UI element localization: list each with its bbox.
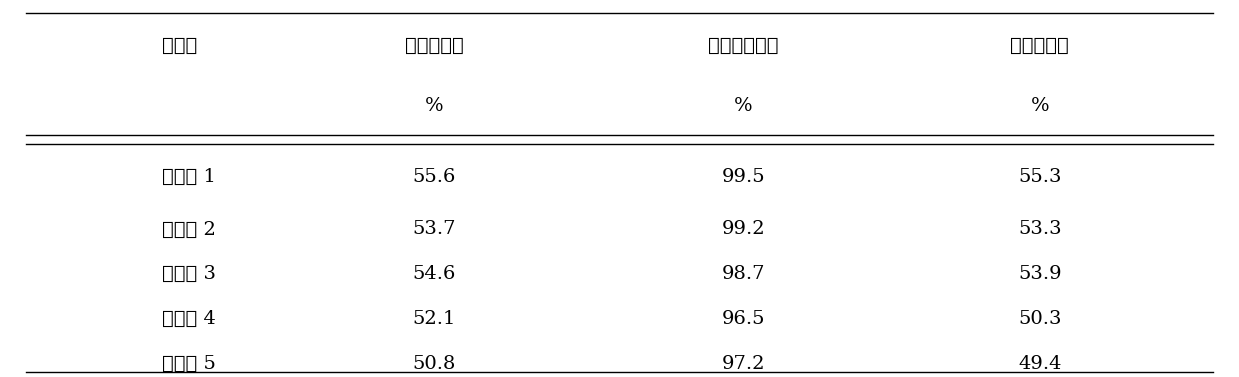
Text: 96.5: 96.5 bbox=[721, 310, 764, 328]
Text: 50.8: 50.8 bbox=[413, 355, 456, 373]
Text: 52.1: 52.1 bbox=[413, 310, 456, 328]
Text: 催化剂 4: 催化剂 4 bbox=[162, 310, 216, 328]
Text: 催化剂 1: 催化剂 1 bbox=[162, 168, 216, 186]
Text: 催化剂 2: 催化剂 2 bbox=[162, 221, 216, 239]
Text: 催化剂 3: 催化剂 3 bbox=[162, 265, 216, 284]
Text: 53.7: 53.7 bbox=[413, 221, 456, 239]
Text: 55.6: 55.6 bbox=[413, 168, 456, 186]
Text: 99.2: 99.2 bbox=[721, 221, 764, 239]
Text: 催化剂 5: 催化剂 5 bbox=[162, 355, 216, 373]
Text: 53.9: 53.9 bbox=[1018, 265, 1062, 284]
Text: 55.3: 55.3 bbox=[1018, 168, 1062, 186]
Text: 49.4: 49.4 bbox=[1018, 355, 1062, 373]
Text: 催化剂: 催化剂 bbox=[162, 37, 197, 55]
Text: %: % bbox=[733, 97, 752, 115]
Text: 53.3: 53.3 bbox=[1018, 221, 1062, 239]
Text: %: % bbox=[425, 97, 444, 115]
Text: 97.2: 97.2 bbox=[721, 355, 764, 373]
Text: 酯交换选择性: 酯交换选择性 bbox=[707, 37, 778, 55]
Text: 苯酚转化率: 苯酚转化率 bbox=[405, 37, 463, 55]
Text: 98.7: 98.7 bbox=[721, 265, 764, 284]
Text: 酯交换产率: 酯交换产率 bbox=[1011, 37, 1069, 55]
Text: 99.5: 99.5 bbox=[721, 168, 764, 186]
Text: 54.6: 54.6 bbox=[413, 265, 456, 284]
Text: 50.3: 50.3 bbox=[1018, 310, 1062, 328]
Text: %: % bbox=[1031, 97, 1049, 115]
